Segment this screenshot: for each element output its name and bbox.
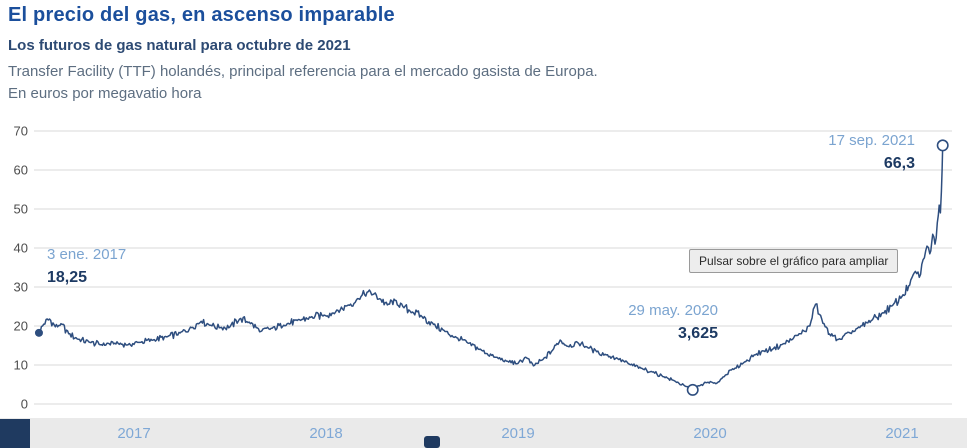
chart-description-line2: En euros por megavatio hora	[8, 85, 202, 102]
marker-2	[936, 139, 949, 152]
logo-block	[0, 419, 30, 448]
annotation-latest-value: 66,3	[883, 155, 915, 172]
annotation-latest: 17 sep. 2021 66,3	[793, 133, 915, 172]
bottom-center-block	[424, 436, 440, 448]
annotation-start-value: 18,25	[47, 269, 88, 286]
x-tick-label-2020: 2020	[693, 425, 726, 442]
enlarge-hint-badge: Pulsar sobre el gráfico para ampliar	[689, 249, 899, 273]
price-line	[38, 144, 944, 391]
marker-1	[686, 383, 699, 396]
y-tick-label-30: 30	[14, 280, 28, 295]
x-tick-label-2018: 2018	[309, 425, 342, 442]
y-tick-label-10: 10	[14, 358, 28, 373]
y-tick-label-70: 70	[14, 124, 28, 139]
page-title: El precio del gas, en ascenso imparable	[8, 4, 395, 26]
x-tick-label-2019: 2019	[501, 425, 534, 442]
annotation-start: 3 ene. 2017 18,25	[47, 247, 177, 286]
y-tick-label-60: 60	[14, 163, 28, 178]
x-tick-label-2021: 2021	[885, 425, 918, 442]
annotation-minimum-date: 29 may. 2020	[628, 302, 718, 319]
marker-0	[34, 328, 43, 337]
annotation-latest-date: 17 sep. 2021	[828, 132, 915, 149]
x-axis-band	[0, 418, 967, 448]
annotation-minimum: 29 may. 2020 3,625	[598, 303, 718, 342]
annotation-minimum-value: 3,625	[677, 325, 718, 342]
y-tick-label-40: 40	[14, 241, 28, 256]
chart-subtitle: Los futuros de gas natural para octubre …	[8, 37, 351, 54]
y-tick-label-20: 20	[14, 319, 28, 334]
y-tick-label-50: 50	[14, 202, 28, 217]
y-tick-label-0: 0	[21, 397, 28, 412]
annotation-start-date: 3 ene. 2017	[47, 246, 127, 263]
chart-description-line1: Transfer Facility (TTF) holandés, princi…	[8, 63, 598, 80]
x-tick-label-2017: 2017	[117, 425, 150, 442]
